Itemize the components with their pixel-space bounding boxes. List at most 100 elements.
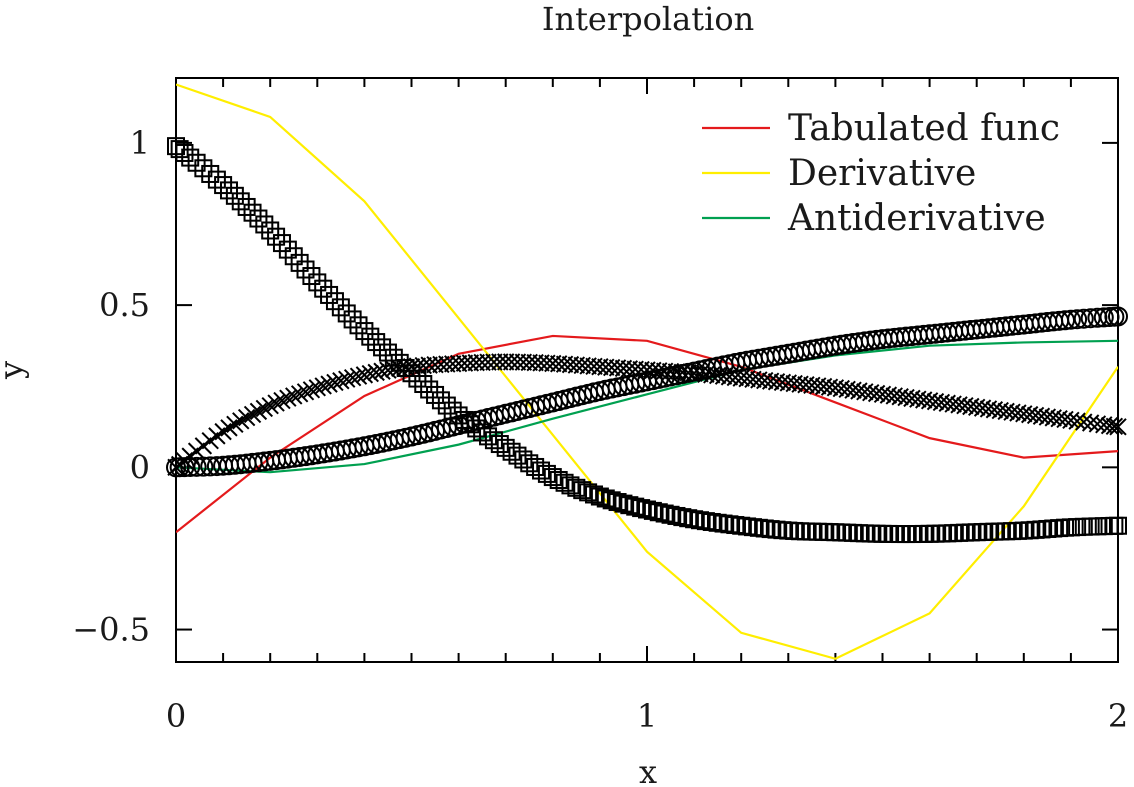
x-tick-label: 1 <box>637 697 657 735</box>
data-point-x-stroke <box>1105 417 1124 435</box>
data-point-square <box>820 523 839 542</box>
data-point-x <box>302 381 321 399</box>
x-axis-label: x <box>639 753 657 787</box>
data-point-x <box>285 387 303 405</box>
data-point-square <box>979 522 998 541</box>
data-point-x-stroke <box>332 372 350 390</box>
data-point-square <box>920 524 939 543</box>
data-point-square <box>431 391 450 410</box>
data-point-square <box>961 523 980 542</box>
marker-layer <box>166 137 1128 544</box>
data-point-square <box>932 524 951 543</box>
data-point-square <box>897 525 916 544</box>
data-point-square <box>1038 519 1057 538</box>
data-point-circle <box>186 456 207 477</box>
y-axis-label: y <box>0 361 30 380</box>
data-point-x <box>261 396 279 415</box>
tick-labels: 0 1 2 −0.5 0 0.5 1 <box>72 124 1128 735</box>
data-point-square <box>608 493 627 512</box>
data-point-square <box>861 524 880 543</box>
data-point-square <box>1044 519 1063 538</box>
data-point-x-stroke <box>444 355 462 373</box>
data-point-x-stroke <box>420 356 438 374</box>
data-point-x <box>237 408 256 427</box>
data-point-square <box>661 505 680 524</box>
data-point-x-stroke <box>308 379 327 397</box>
data-point-square <box>373 338 392 357</box>
data-point-square <box>967 523 986 542</box>
data-point-x <box>290 385 309 403</box>
data-point-x <box>349 367 368 385</box>
data-point-square <box>181 148 200 167</box>
data-point-square <box>944 524 963 543</box>
data-point-x-stroke <box>367 363 385 382</box>
data-point-square <box>361 327 380 346</box>
data-point-square <box>855 524 874 543</box>
data-point-x-stroke <box>320 375 338 393</box>
data-point-circle <box>169 457 190 478</box>
data-point-square <box>526 457 545 476</box>
data-point-square <box>849 524 868 543</box>
data-point-square <box>955 523 974 542</box>
data-point-square <box>826 523 845 542</box>
data-point-x-stroke <box>408 357 427 375</box>
data-point-square <box>278 240 297 259</box>
data-point-x <box>279 389 297 407</box>
data-point-x-stroke <box>438 355 456 373</box>
data-point-square <box>532 461 551 480</box>
x-tick-label: 0 <box>166 697 186 735</box>
data-point-square <box>237 197 256 216</box>
data-point-x <box>314 377 332 395</box>
data-point-square <box>437 396 456 415</box>
data-point-x-stroke <box>343 368 362 387</box>
data-point-square <box>201 164 220 183</box>
y-tick-label: 1 <box>130 124 150 162</box>
data-point-square <box>814 522 833 541</box>
data-point-square <box>755 519 774 538</box>
data-point-x-stroke <box>426 356 444 374</box>
data-point-square <box>785 521 804 540</box>
data-point-square <box>808 522 827 541</box>
data-point-x-stroke <box>1095 416 1113 434</box>
data-point-x-stroke <box>314 377 332 395</box>
data-point-square <box>679 509 698 528</box>
data-point-x <box>267 394 285 412</box>
data-point-x-stroke <box>285 387 303 405</box>
data-point-x-stroke <box>290 385 309 403</box>
data-point-square <box>590 487 609 506</box>
data-point-square <box>420 380 439 399</box>
data-point-square <box>207 170 226 189</box>
data-point-square <box>414 375 433 394</box>
data-point-square <box>844 523 863 542</box>
data-point-square <box>555 473 574 492</box>
legend-label: Derivative <box>788 153 976 194</box>
data-point-square <box>261 221 280 240</box>
data-point-x-stroke <box>326 373 344 392</box>
data-point-square <box>950 523 969 542</box>
data-point-square <box>314 279 333 298</box>
data-point-square <box>426 385 445 404</box>
data-point-square <box>549 471 568 490</box>
data-point-square <box>175 143 194 162</box>
data-point-square <box>225 186 244 205</box>
data-point-x-stroke <box>296 383 315 401</box>
data-point-square <box>649 503 668 522</box>
data-point-square <box>838 523 857 542</box>
data-point-x-stroke <box>261 396 279 415</box>
data-point-x-stroke <box>473 353 491 372</box>
data-point-square <box>632 499 651 518</box>
data-point-square <box>573 481 592 500</box>
data-point-square <box>579 483 598 502</box>
data-point-square <box>337 304 356 323</box>
data-point-square <box>320 285 339 304</box>
data-point-x-stroke <box>273 391 291 410</box>
data-point-x-stroke <box>391 359 409 378</box>
series-line-derivative <box>176 83 1118 660</box>
series-layer <box>176 83 1118 660</box>
data-point-square <box>673 508 692 527</box>
data-point-square <box>643 501 662 520</box>
data-point-square <box>243 203 262 222</box>
data-point-square <box>194 159 213 178</box>
data-point-square <box>985 522 1004 541</box>
data-point-x <box>249 402 268 421</box>
